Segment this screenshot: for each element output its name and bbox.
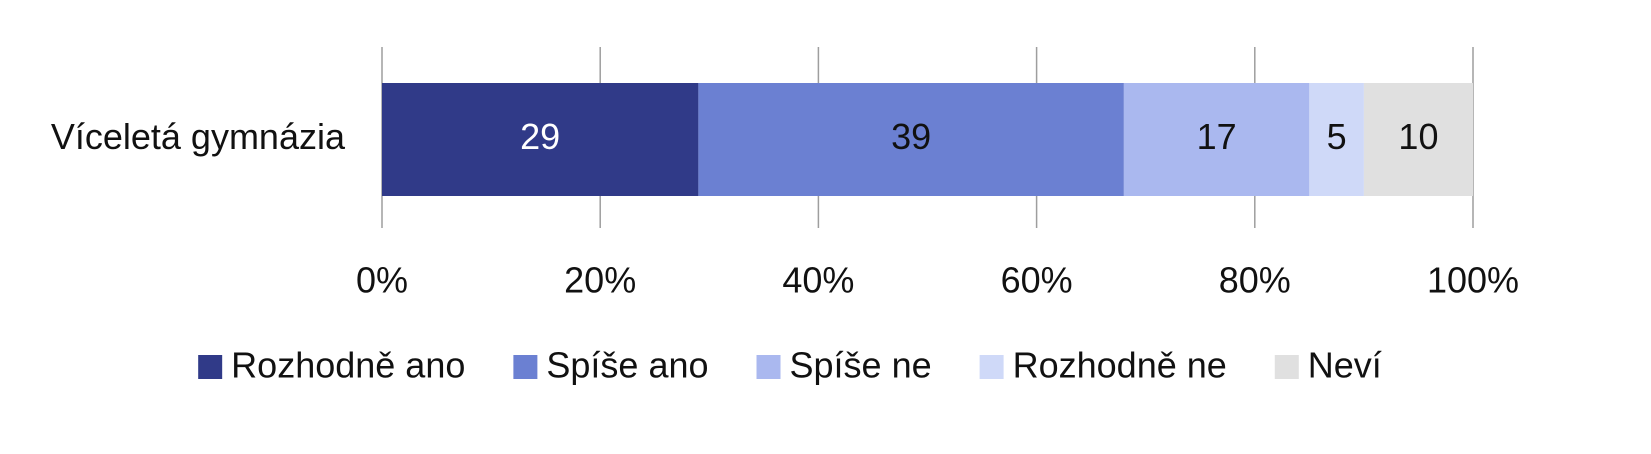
x-tick-label: 60% <box>1001 260 1073 301</box>
bar-segment <box>382 83 699 196</box>
legend-label: Rozhodně ano <box>231 345 465 386</box>
legend-swatch <box>198 355 223 379</box>
legend-item: Rozhodně ano <box>198 345 465 386</box>
legend-label: Rozhodně ne <box>1013 345 1227 386</box>
legend-label: Neví <box>1308 345 1382 386</box>
legend-item: Spíše ne <box>756 345 932 386</box>
bar-segment <box>698 83 1124 196</box>
data-label: 10 <box>1398 116 1438 157</box>
legend-item: Neví <box>1274 345 1382 386</box>
bar-segment <box>1309 83 1364 196</box>
legend-item: Spíše ano <box>513 345 709 386</box>
legend-swatch <box>1274 355 1299 379</box>
legend: Rozhodně ano Spíše ano Spíše ne Rozhodně ne… <box>198 345 1382 386</box>
legend-swatch <box>756 355 781 379</box>
x-tick-label: 80% <box>1219 260 1291 301</box>
legend-item: Rozhodně ne <box>979 345 1227 386</box>
legend-swatch <box>513 355 538 379</box>
bar-segment <box>1363 83 1473 196</box>
legend-label: Spíše ano <box>546 345 708 386</box>
data-label: 5 <box>1327 116 1347 157</box>
data-label: 17 <box>1197 116 1237 157</box>
data-label: 39 <box>891 116 931 157</box>
x-tick-label: 100% <box>1427 260 1519 301</box>
data-label: 29 <box>520 116 560 157</box>
x-tick-label: 0% <box>356 260 408 301</box>
x-tick-label: 40% <box>782 260 854 301</box>
legend-label: Spíše ne <box>790 345 932 386</box>
x-tick-label: 20% <box>564 260 636 301</box>
y-tick-label: Víceletá gymnázia <box>51 116 346 157</box>
bar-segment <box>1123 83 1310 196</box>
legend-swatch <box>979 355 1004 379</box>
